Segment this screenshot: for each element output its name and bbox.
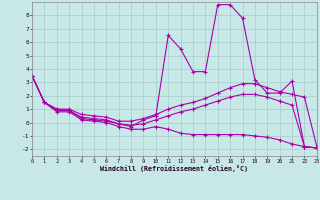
X-axis label: Windchill (Refroidissement éolien,°C): Windchill (Refroidissement éolien,°C) [100,165,248,172]
